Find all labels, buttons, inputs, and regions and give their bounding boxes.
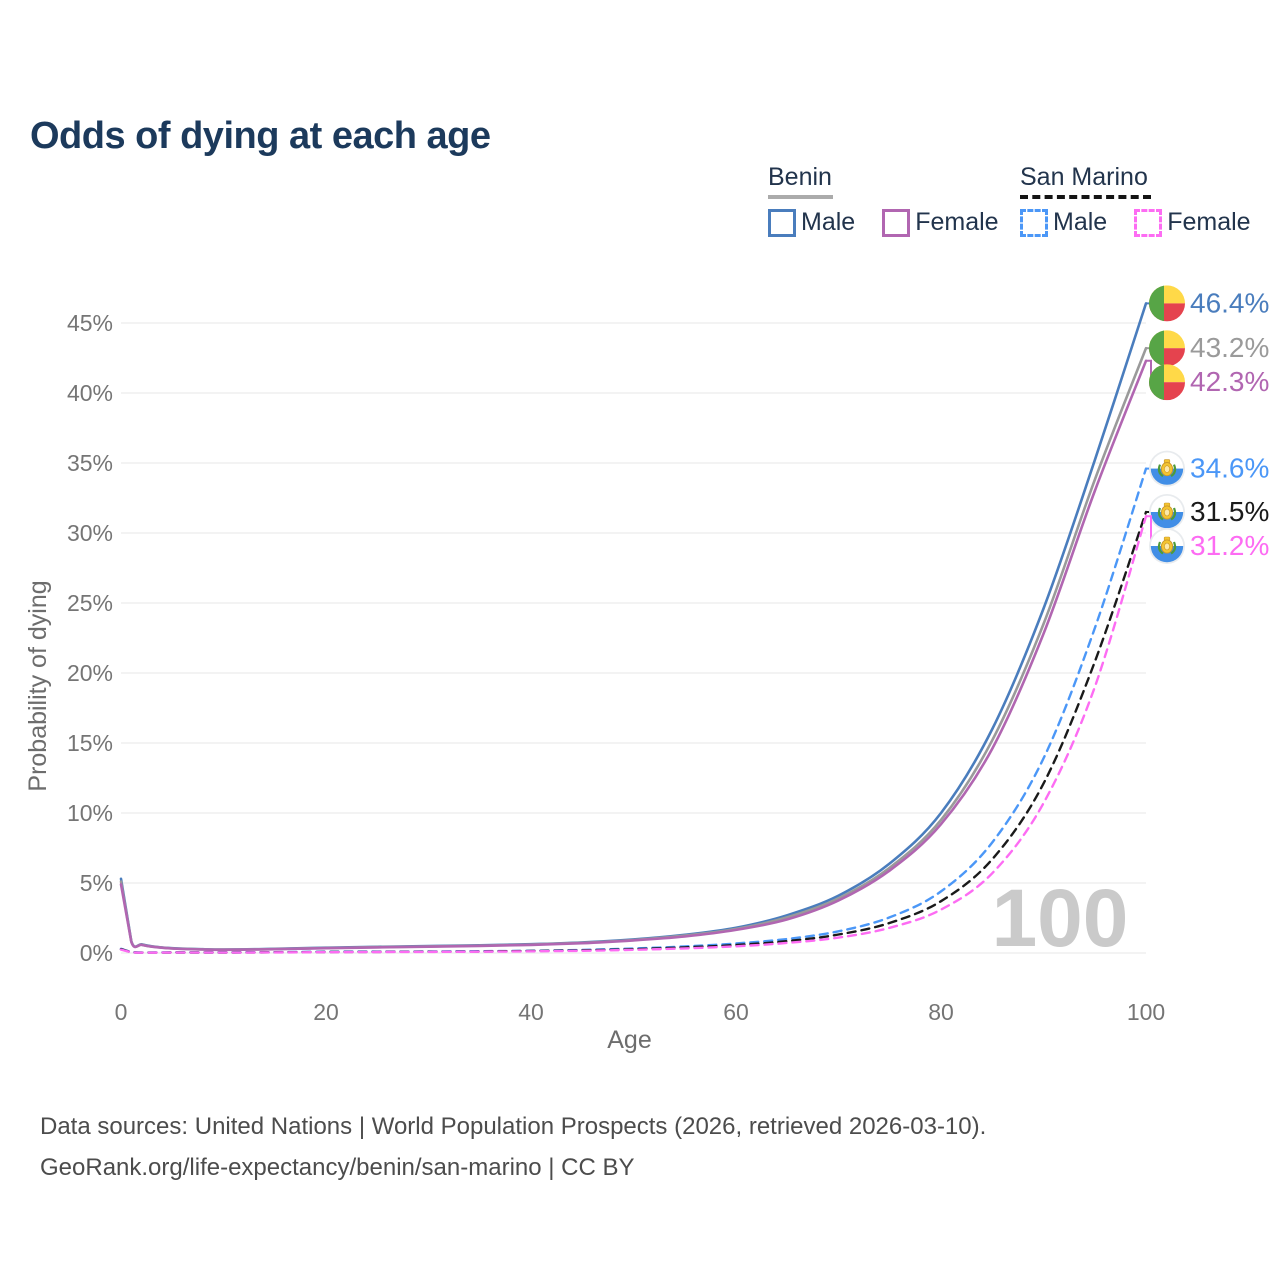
legend-item-benin-male-label: Male [801,208,856,236]
benin-flag-icon [1149,285,1185,321]
attribution-line: GeoRank.org/life-expectancy/benin/san-ma… [40,1154,635,1181]
x-tick-label: 100 [1127,999,1165,1025]
legend-group-benin: Benin Male Female [768,163,1026,237]
x-tick-label: 0 [115,999,128,1025]
san-marino-flag-icon [1149,494,1185,530]
y-tick-label: 45% [67,310,113,336]
san-marino-flag-icon [1149,528,1185,564]
x-tick-label: 80 [928,999,954,1025]
x-tick-label: 40 [518,999,544,1025]
legend-group-san-marino: San Marino Male Female [1020,163,1278,237]
legend-item-san-marino-male[interactable]: Male [1020,208,1107,237]
x-tick-label: 60 [723,999,749,1025]
y-tick-label: 5% [80,870,113,896]
y-tick-label: 10% [67,800,113,826]
legend-item-san-marino-female-label: Female [1167,208,1251,236]
end-value-label-benin-both-sexes: 43.2% [1190,332,1269,363]
y-tick-label: 15% [67,730,113,756]
y-tick-label: 0% [80,940,113,966]
san-marino-flag-icon [1149,451,1185,487]
hovered-age-watermark: 100 [992,873,1129,964]
x-tick-label: 20 [313,999,339,1025]
san-marino-dashed-line-key [1020,195,1151,199]
y-tick-label: 30% [67,520,113,546]
san-marino-female-swatch[interactable] [1134,208,1163,237]
y-tick-label: 20% [67,660,113,686]
end-value-label-benin-female: 42.3% [1190,366,1269,397]
end-value-label-san-marino-female: 31.2% [1190,530,1269,561]
footer: Data sources: United Nations | World Pop… [40,1106,986,1188]
y-tick-label: 40% [67,380,113,406]
legend-item-benin-male[interactable]: Male [768,208,855,237]
benin-female-swatch[interactable] [882,208,911,237]
legend-item-san-marino-female[interactable]: Female [1134,208,1251,237]
legend-country-benin[interactable]: Benin [768,163,1026,199]
y-tick-label: 25% [67,590,113,616]
end-value-label-benin-male: 46.4% [1190,287,1269,318]
end-value-label-san-marino-male: 34.6% [1190,453,1269,484]
series-line-benin-both-sexes[interactable] [119,346,1148,951]
legend-item-benin-female-label: Female [915,208,999,236]
legend-country-san-marino[interactable]: San Marino [1020,163,1278,199]
san-marino-male-swatch[interactable] [1020,208,1048,237]
benin-flag-icon [1149,364,1185,400]
benin-flag-icon [1149,330,1185,366]
legend-country-benin-label: Benin [768,163,832,191]
x-axis-title: Age [607,1026,651,1054]
benin-male-swatch[interactable] [768,208,796,237]
data-sources-line: Data sources: United Nations | World Pop… [40,1113,987,1140]
series-line-benin-female[interactable] [119,359,1148,952]
legend-item-san-marino-male-label: Male [1053,208,1108,236]
series-line-san-marino-female[interactable] [119,515,1148,954]
legend-item-benin-female[interactable]: Female [882,208,999,237]
y-axis-title: Probability of dying [24,580,52,791]
page-title: Odds of dying at each age [30,115,491,158]
y-tick-label: 35% [67,450,113,476]
legend-country-san-marino-label: San Marino [1020,163,1148,191]
benin-solid-line-key [768,195,833,199]
series-line-benin-male[interactable] [119,302,1148,951]
end-value-label-san-marino-both-sexes: 31.5% [1190,496,1269,527]
